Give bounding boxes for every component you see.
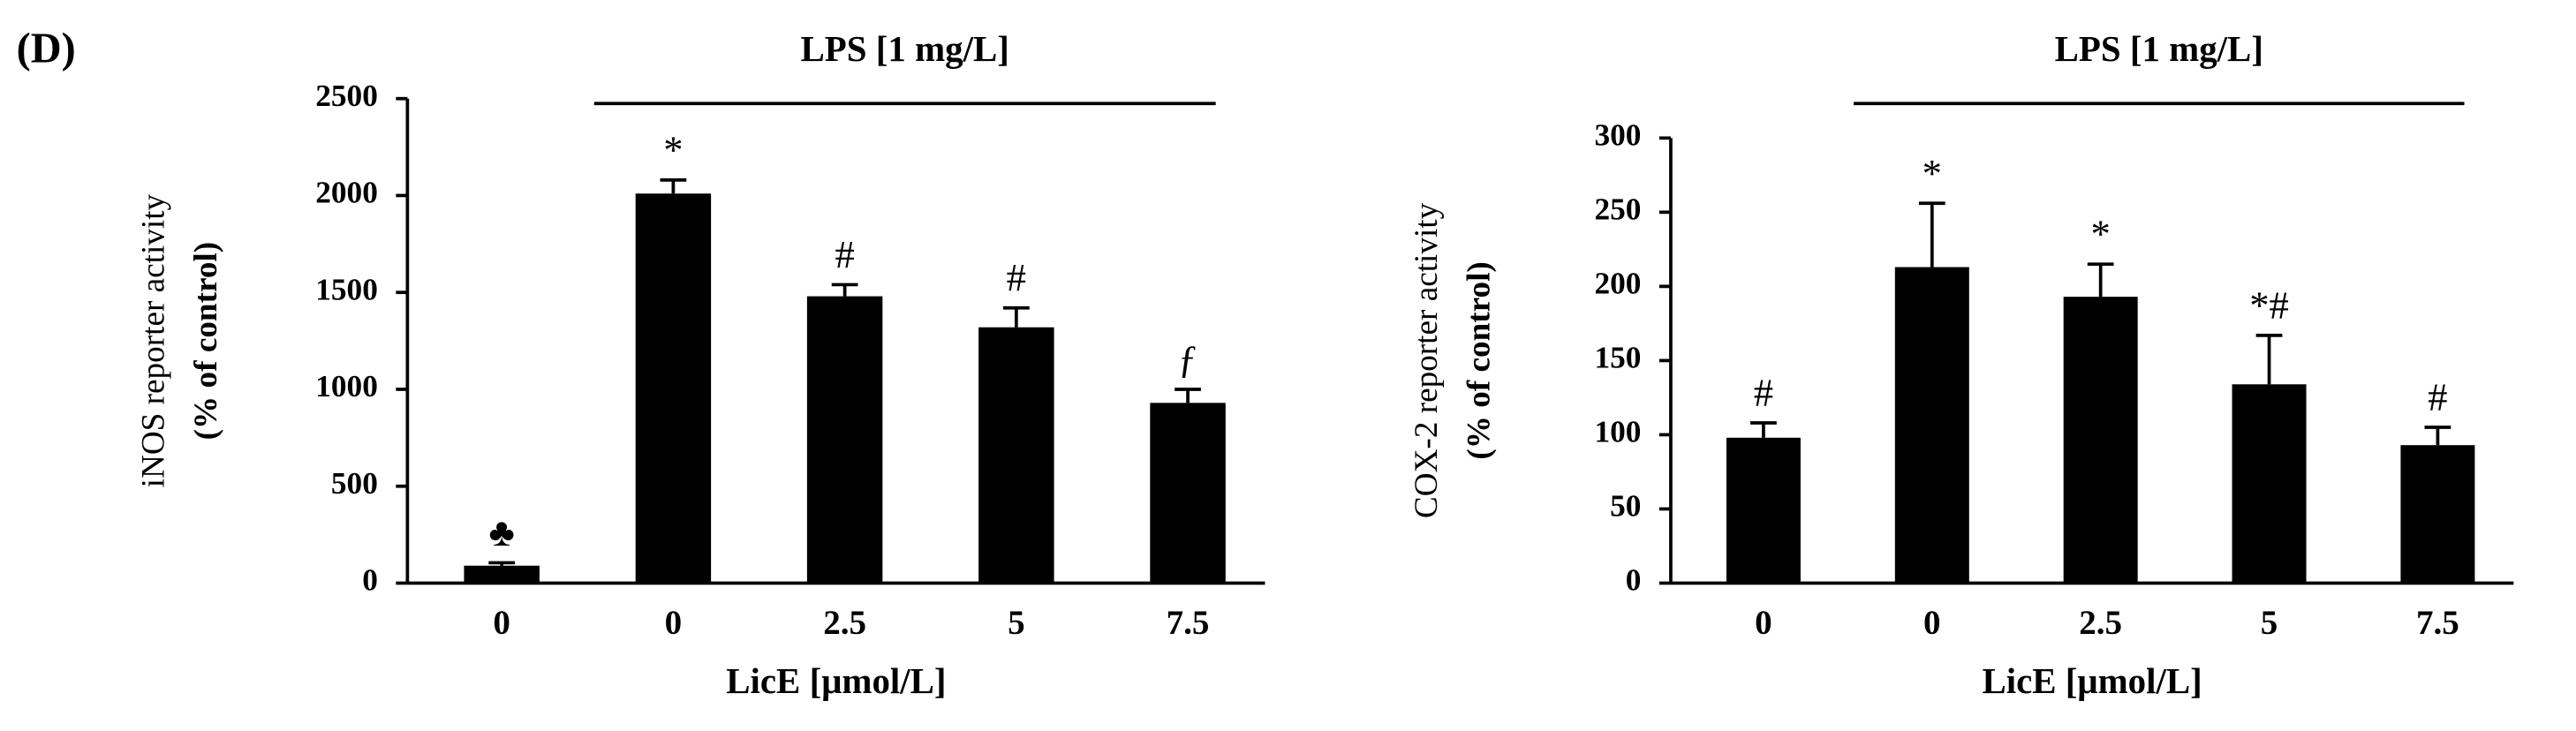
x-axis-label: LicE [μmol/L] [1982,661,2202,701]
y-tick-label: 250 [1594,192,1641,226]
significance-mark: ƒ [1178,336,1197,381]
x-tick-label: 0 [493,604,510,642]
x-axis-label: LicE [μmol/L] [726,661,946,701]
significance-mark: * [663,127,683,171]
bar [806,296,883,584]
y-tick-label: 150 [1594,341,1641,375]
significance-mark: # [835,232,854,276]
significance-mark: # [1007,255,1026,299]
y-tick-label: 0 [1626,563,1642,598]
significance-mark: ♣ [489,510,515,554]
y-axis-label: iNOS reporter activity [135,193,171,487]
x-tick-label: 0 [665,604,683,642]
y-axis-label: COX-2 reporter activity [1409,202,1445,518]
bar [464,565,540,584]
bar [2400,445,2475,584]
bar [2063,297,2138,584]
significance-mark: *# [2249,283,2289,327]
y-tick-label: 500 [331,466,378,501]
panel-label: (D) [17,26,76,72]
x-tick-label: 0 [1755,604,1772,642]
significance-mark: # [1754,370,1773,414]
y-tick-label: 1000 [315,369,378,403]
bar [2232,384,2307,584]
bar [635,193,712,584]
significance-mark: * [1923,151,1942,195]
significance-mark: # [2428,375,2447,419]
bar [1150,403,1226,584]
y-tick-label: 0 [362,563,378,598]
y-tick-label: 2000 [315,176,378,210]
bar [1726,437,1801,584]
x-tick-label: 2.5 [2079,604,2122,642]
x-tick-label: 5 [1008,604,1025,642]
significance-mark: * [2091,212,2111,256]
bar [1894,267,1969,584]
y-tick-label: 200 [1594,267,1641,301]
y-axis-label: (% of control) [188,242,224,440]
x-tick-label: 2.5 [823,604,866,642]
bar [978,327,1054,584]
x-tick-label: 5 [2261,604,2278,642]
y-tick-label: 50 [1610,489,1641,524]
chart-title: LPS [1 mg/L] [2055,29,2263,69]
x-tick-label: 0 [1923,604,1941,642]
x-tick-label: 7.5 [1167,604,1210,642]
chart-title: LPS [1 mg/L] [801,29,1009,69]
y-tick-label: 300 [1594,117,1641,152]
y-tick-label: 2500 [315,79,378,113]
y-tick-label: 1500 [315,272,378,306]
x-tick-label: 7.5 [2416,604,2459,642]
y-tick-label: 100 [1594,415,1641,449]
y-axis-label: (% of control) [1462,261,1498,459]
